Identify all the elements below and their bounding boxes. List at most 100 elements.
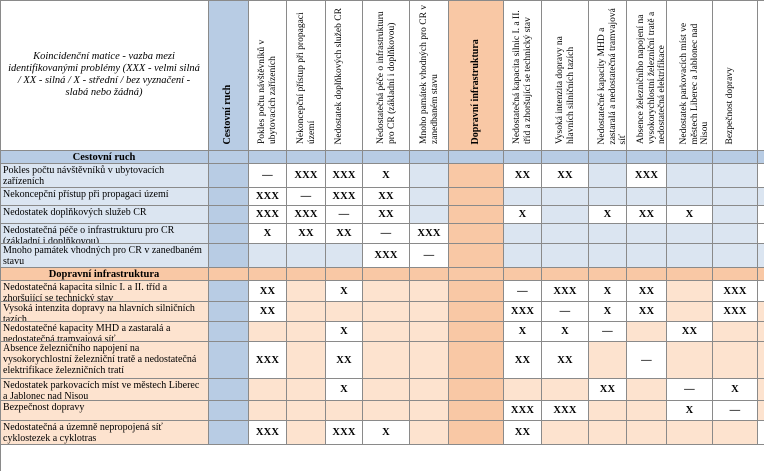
section-header-cell <box>326 268 363 281</box>
matrix-cell <box>249 379 287 401</box>
matrix-cell <box>209 164 249 188</box>
matrix-cell <box>410 302 449 322</box>
matrix-cell <box>627 401 667 421</box>
diagonal-cell: — <box>504 281 542 302</box>
col-header-label: Nekoncepční přístup při propagaci území <box>295 12 317 144</box>
matrix-cell <box>287 322 326 342</box>
matrix-cell <box>209 401 249 421</box>
diagonal-cell: — <box>627 342 667 379</box>
matrix-cell: XXX <box>542 281 589 302</box>
diagonal-cell: — <box>287 188 326 206</box>
matrix-cell <box>410 401 449 421</box>
matrix-cell: XXX <box>363 244 410 268</box>
matrix-cell <box>363 322 410 342</box>
col-header-label: Nedostatek parkovacích míst ve městech L… <box>679 22 710 144</box>
section-header-cell <box>667 151 713 164</box>
matrix-cell <box>504 188 542 206</box>
section-header-cell <box>363 268 410 281</box>
diagonal-cell: — <box>667 379 713 401</box>
matrix-cell <box>410 206 449 224</box>
matrix-cell: X <box>758 224 764 244</box>
col-header: Pokles počtu návštěvníků v ubytovacích z… <box>249 0 287 151</box>
section-header-cell <box>758 151 764 164</box>
row-label-text: Mnoho památek vhodných pro CR v zanedban… <box>3 245 202 267</box>
row-label: Absence železničního napojení na vysokor… <box>0 342 209 379</box>
matrix-cell: XXX <box>504 401 542 421</box>
section-header-cell <box>542 268 589 281</box>
col-header-label: Mnoho památek vhodných pro CR v zanedban… <box>418 4 440 144</box>
matrix-cell <box>209 302 249 322</box>
col-header-label: Vysoká intenzita dopravy na hlavních sil… <box>554 36 576 144</box>
matrix-cell: XXX <box>326 164 363 188</box>
section-header-di: Dopravní infrastruktura <box>0 268 209 281</box>
col-header: Nedostatečné kapacity MHD a zastaralá a … <box>589 0 627 151</box>
col-header-label: Cestovní ruch <box>222 84 233 144</box>
row-label-text: Nedostatečné kapacity MHD a zastaralá a … <box>3 323 171 342</box>
col-header: Nedostatečná péče o infrastrukturu pro C… <box>363 0 410 151</box>
matrix-cell <box>758 188 764 206</box>
matrix-cell <box>667 342 713 379</box>
diagonal-cell: — <box>326 206 363 224</box>
section-header-cell <box>249 151 287 164</box>
section-header-cell <box>627 151 667 164</box>
matrix-cell <box>209 379 249 401</box>
col-header: Vysoká intenzita dopravy na hlavních sil… <box>542 0 589 151</box>
matrix-cell <box>713 322 758 342</box>
row-label-text: Nedostatek doplňkových služeb CR <box>3 207 147 218</box>
row-label-text: Bezpečnost dopravy <box>3 402 85 413</box>
matrix-cell <box>449 302 504 322</box>
row-label: Nekoncepční přístup při propagaci území <box>0 188 209 206</box>
row-label: Nedostatek parkovacích míst ve městech L… <box>0 379 209 401</box>
matrix-cell: XX <box>326 342 363 379</box>
matrix-cell <box>449 224 504 244</box>
col-header-label: Pokles počtu návštěvníků v ubytovacích z… <box>257 39 278 144</box>
matrix-cell <box>589 164 627 188</box>
section-header-cell <box>209 151 249 164</box>
matrix-cell <box>589 342 627 379</box>
diagonal-cell: — <box>589 322 627 342</box>
matrix-cell: XXX <box>504 302 542 322</box>
matrix-cell <box>667 188 713 206</box>
matrix-cell: XX <box>504 421 542 445</box>
section-header-cell <box>758 268 764 281</box>
matrix-cell <box>542 206 589 224</box>
matrix-cell: X <box>713 379 758 401</box>
row-label-text: Absence železničního napojení na vysokor… <box>3 343 197 376</box>
matrix-cell: X <box>326 322 363 342</box>
matrix-cell: X <box>589 281 627 302</box>
matrix-cell: X <box>326 281 363 302</box>
matrix-cell <box>589 188 627 206</box>
matrix-cell <box>287 421 326 445</box>
matrix-cell <box>713 164 758 188</box>
matrix-cell: XXX <box>410 224 449 244</box>
matrix-cell <box>504 244 542 268</box>
matrix-cell <box>758 302 764 322</box>
matrix-cell <box>713 421 758 445</box>
col-header-section-cr: Cestovní ruch <box>209 0 249 151</box>
matrix-cell <box>449 281 504 302</box>
matrix-cell <box>209 244 249 268</box>
matrix-cell <box>589 401 627 421</box>
section-header-cell <box>542 151 589 164</box>
diagonal-cell: — <box>758 421 764 445</box>
matrix-cell: X <box>363 421 410 445</box>
section-header-cell <box>504 268 542 281</box>
matrix-cell <box>713 224 758 244</box>
matrix-cell: XXX <box>758 164 764 188</box>
row-label: Vysoká intenzita dopravy na hlavních sil… <box>0 302 209 322</box>
diagonal-cell: — <box>363 224 410 244</box>
matrix-cell: XXX <box>249 188 287 206</box>
matrix-cell: X <box>667 401 713 421</box>
matrix-cell: XX <box>249 281 287 302</box>
matrix-cell <box>209 342 249 379</box>
col-header: Nedostatek parkovacích míst ve městech L… <box>667 0 713 151</box>
matrix-cell <box>758 379 764 401</box>
section-header-cell <box>287 268 326 281</box>
row-label: Nedostatečné kapacity MHD a zastaralá a … <box>0 322 209 342</box>
matrix-cell <box>713 342 758 379</box>
col-header: Nekoncepční přístup při propagaci území <box>287 0 326 151</box>
matrix-cell <box>326 401 363 421</box>
matrix-cell: X <box>363 164 410 188</box>
matrix-cell: X <box>667 206 713 224</box>
col-header-label: Bezpečnost dopravy <box>724 66 735 144</box>
